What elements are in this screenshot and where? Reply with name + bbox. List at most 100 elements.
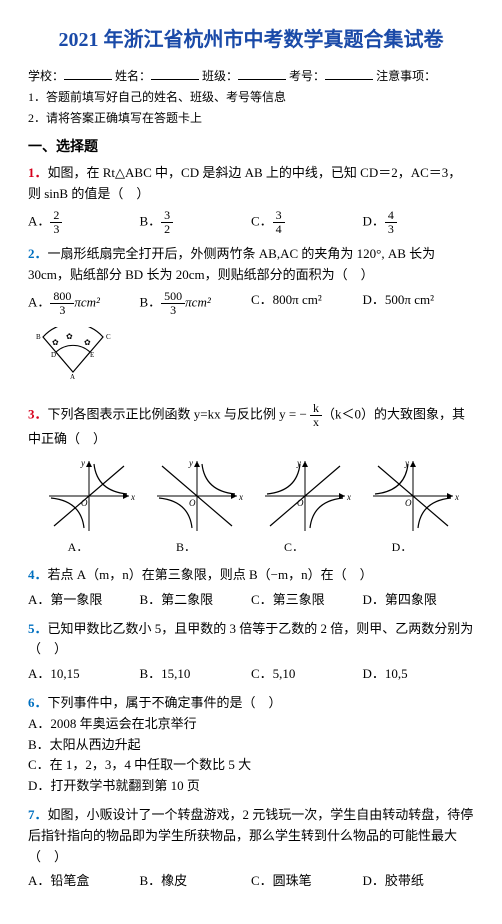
q2-opt-b-suffix: πcm²	[185, 294, 211, 309]
svg-text:✿: ✿	[66, 332, 73, 341]
q6-opt-a: A．2008 年奥运会在北京举行	[28, 714, 474, 735]
name-blank	[151, 66, 199, 80]
examno-label: 考号：	[289, 69, 325, 83]
question-3: 3．下列各图表示正比例函数 y=kx 与反比例 y = − kx（k＜0）的大致…	[28, 402, 474, 557]
q1-opt-a: A．23	[28, 209, 140, 236]
svg-text:A: A	[70, 373, 75, 381]
q2-opt-a-label: A．	[28, 294, 50, 309]
svg-text:x: x	[346, 492, 351, 502]
q4-opt-b: B．第二象限	[140, 590, 252, 611]
svg-text:y: y	[80, 458, 85, 468]
q6-opt-d: D．打开数学书就翻到第 10 页	[28, 776, 474, 797]
q7-text: 如图，小贩设计了一个转盘游戏，2 元钱玩一次，学生自由转动转盘，待停后指针指向的…	[28, 807, 473, 864]
question-4: 4．若点 A（m，n）在第三象限，则点 B（−m，n）在（ ） A．第一象限 B…	[28, 565, 474, 611]
q2-opt-a-suffix: πcm²	[74, 294, 100, 309]
school-blank	[64, 66, 112, 80]
q1-opt-d-frac: 43	[385, 209, 397, 236]
q1-options: A．23 B．32 C．34 D．43	[28, 209, 474, 236]
svg-text:D: D	[51, 351, 56, 359]
svg-text:x: x	[454, 492, 459, 502]
q2-opt-d-label: D．	[363, 292, 385, 307]
svg-text:y: y	[188, 458, 193, 468]
q2-text: 一扇形纸扇完全打开后，外侧两竹条 AB,AC 的夹角为 120°, AB 长为 …	[28, 246, 435, 282]
q2-opt-c-label: C．	[251, 292, 273, 307]
q7-opt-a: A．铅笔盒	[28, 871, 140, 892]
q6-opt-c: C．在 1，2，3，4 中任取一个数比 5 大	[28, 755, 474, 776]
info-line: 学校： 姓名： 班级： 考号： 注意事项：	[28, 66, 474, 86]
q1-opt-b-label: B．	[140, 213, 162, 228]
svg-text:E: E	[90, 351, 94, 359]
q3-graph-d: xyO	[363, 456, 463, 536]
q3-graph-labels: A． B． C． D．	[28, 538, 474, 557]
q6-number: 6．	[28, 695, 48, 710]
svg-text:B: B	[36, 333, 41, 341]
q1-opt-a-label: A．	[28, 213, 50, 228]
q2-opt-d: D．500π cm²	[363, 290, 475, 317]
svg-text:✿: ✿	[84, 338, 91, 347]
q2-opt-c-text: 800π cm²	[273, 292, 322, 307]
q4-text: 若点 A（m，n）在第三象限，则点 B（−m，n）在（ ）	[48, 567, 373, 582]
question-7: 7．如图，小贩设计了一个转盘游戏，2 元钱玩一次，学生自由转动转盘，待停后指针指…	[28, 805, 474, 892]
notice-label: 注意事项：	[376, 69, 436, 83]
q4-opt-a: A．第一象限	[28, 590, 140, 611]
q1-opt-d: D．43	[363, 209, 475, 236]
q4-options: A．第一象限 B．第二象限 C．第三象限 D．第四象限	[28, 590, 474, 611]
q3-graphs: xyO xyO xyO xyO	[28, 456, 474, 536]
q3-text-mid: y = −	[279, 406, 310, 421]
q4-opt-d: D．第四象限	[363, 590, 475, 611]
q5-text: 已知甲数比乙数小 5，且甲数的 3 倍等于乙数的 2 倍，则甲、乙两数分别为（ …	[28, 621, 473, 657]
q2-number: 2．	[28, 246, 48, 261]
q4-number: 4．	[28, 567, 48, 582]
q2-options: A．8003πcm² B．5003πcm² C．800π cm² D．500π …	[28, 290, 474, 317]
q1-number: 1．	[28, 165, 48, 180]
q3-label-c: C．	[244, 538, 344, 557]
q2-opt-a: A．8003πcm²	[28, 290, 140, 317]
svg-text:x: x	[130, 492, 135, 502]
section-heading: 一、选择题	[28, 137, 474, 159]
svg-text:O: O	[405, 498, 412, 508]
question-5: 5．已知甲数比乙数小 5，且甲数的 3 倍等于乙数的 2 倍，则甲、乙两数分别为…	[28, 619, 474, 685]
q7-opt-b: B．橡皮	[140, 871, 252, 892]
class-label: 班级：	[202, 69, 238, 83]
question-1: 1．如图，在 Rt△ABC 中，CD 是斜边 AB 上的中线，已知 CD＝2，A…	[28, 163, 474, 236]
q2-opt-b-frac: 5003	[161, 290, 185, 317]
q4-opt-c: C．第三象限	[251, 590, 363, 611]
q3-number: 3．	[28, 406, 48, 421]
q3-label-d: D．	[352, 538, 452, 557]
q1-opt-d-label: D．	[363, 213, 385, 228]
q2-opt-c: C．800π cm²	[251, 290, 363, 317]
q7-number: 7．	[28, 807, 48, 822]
q5-opt-a: A．10,15	[28, 664, 140, 685]
examno-blank	[325, 66, 373, 80]
q2-opt-b-label: B．	[140, 294, 162, 309]
q6-text: 下列事件中，属于不确定事件的是（ ）	[48, 695, 282, 710]
q3-frac: kx	[310, 402, 322, 429]
q5-opt-c: C．5,10	[251, 664, 363, 685]
svg-text:✿: ✿	[52, 338, 59, 347]
class-blank	[238, 66, 286, 80]
question-2: 2．一扇形纸扇完全打开后，外侧两竹条 AB,AC 的夹角为 120°, AB 长…	[28, 244, 474, 394]
q3-graph-c: xyO	[255, 456, 355, 536]
q3-label-b: B．	[136, 538, 236, 557]
name-label: 姓名：	[115, 69, 151, 83]
q7-opt-d: D．胶带纸	[363, 871, 475, 892]
svg-text:O: O	[189, 498, 196, 508]
svg-text:x: x	[238, 492, 243, 502]
q5-opt-d: D．10,5	[363, 664, 475, 685]
q5-number: 5．	[28, 621, 48, 636]
q2-opt-a-frac: 8003	[50, 290, 74, 317]
q1-opt-c-frac: 34	[273, 209, 285, 236]
q1-opt-b: B．32	[140, 209, 252, 236]
q1-opt-a-frac: 23	[50, 209, 62, 236]
school-label: 学校：	[28, 69, 64, 83]
q6-opt-b: B．太阳从西边升起	[28, 735, 474, 756]
q1-opt-c: C．34	[251, 209, 363, 236]
q7-opt-c: C．圆珠笔	[251, 871, 363, 892]
q2-opt-d-text: 500π cm²	[385, 292, 434, 307]
q3-text-pre: 下列各图表示正比例函数 y=kx 与反比例	[48, 406, 280, 421]
question-6: 6．下列事件中，属于不确定事件的是（ ） A．2008 年奥运会在北京举行 B．…	[28, 693, 474, 797]
exam-title: 2021 年浙江省杭州市中考数学真题合集试卷	[28, 24, 474, 56]
instruction-1: 1．答题前填写好自己的姓名、班级、考号等信息	[28, 88, 474, 107]
q2-opt-b: B．5003πcm²	[140, 290, 252, 317]
q3-graph-a: xyO	[39, 456, 139, 536]
